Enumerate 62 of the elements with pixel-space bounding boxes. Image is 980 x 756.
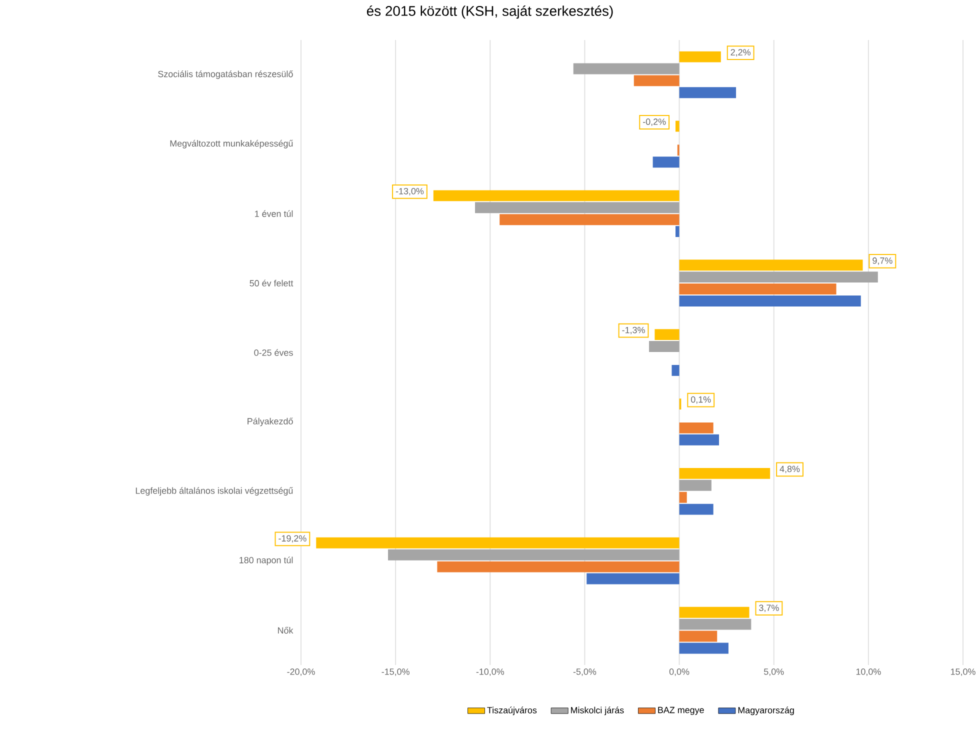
y-tick-label: 0-25 éves <box>254 349 293 356</box>
bar <box>672 364 680 376</box>
data-label: 0,1% <box>690 396 711 404</box>
bar <box>679 284 836 295</box>
legend-label: Tiszaújváros <box>487 706 537 716</box>
bar <box>679 468 770 479</box>
y-tick-label: 1 éven túl <box>255 210 293 217</box>
bar <box>679 630 718 642</box>
bar <box>679 642 728 654</box>
legend-label: Magyarország <box>738 706 794 716</box>
bar <box>679 51 721 62</box>
data-label: 9,7% <box>872 257 892 265</box>
data-label: -1,3% <box>622 326 645 334</box>
bar <box>679 606 750 618</box>
bar <box>388 549 680 560</box>
data-label: -0,2% <box>643 118 666 126</box>
bar <box>679 260 863 271</box>
bar <box>573 63 680 74</box>
bar <box>654 329 680 340</box>
data-label: 2,2% <box>730 49 750 57</box>
bar <box>316 537 680 548</box>
y-tick-label: 180 napon túl <box>240 556 293 566</box>
bar <box>679 87 736 98</box>
bar <box>475 202 680 214</box>
bar <box>679 296 861 306</box>
bar <box>679 618 752 630</box>
bar <box>652 156 680 168</box>
x-tick-label: -15,0% <box>382 668 410 676</box>
y-tick-label: Nők <box>278 626 294 634</box>
bar <box>679 272 878 283</box>
bar <box>649 341 680 352</box>
x-tick-label: -20,0% <box>287 668 315 676</box>
chart-title: és 2015 között (KSH, saját szerkesztés) <box>366 6 613 19</box>
bar <box>679 434 720 446</box>
bar <box>679 504 714 515</box>
data-label: -13,0% <box>396 188 424 196</box>
legend-label: BAZ megye <box>658 706 704 715</box>
y-tick-label: Pályakezdő <box>248 418 293 426</box>
x-tick-label: 0,0% <box>669 668 690 676</box>
data-label: 3,7% <box>759 604 779 612</box>
x-tick-label: 10,0% <box>856 668 881 676</box>
y-tick-label: Megváltozott munkaképességű <box>170 140 293 148</box>
bar <box>679 480 712 491</box>
x-tick-label: 5,0% <box>764 668 784 676</box>
bar <box>500 214 680 226</box>
bar <box>679 492 687 503</box>
y-tick-label: Legfeljebb általános iskolai végzettségű <box>136 487 293 496</box>
data-label: 4,8% <box>780 466 800 474</box>
x-tick-label: 15,0% <box>950 668 976 676</box>
legend-label: Miskolci járás <box>571 706 624 716</box>
data-label: -19,2% <box>278 535 306 543</box>
bar <box>433 190 680 202</box>
x-tick-label: -5,0% <box>573 668 596 676</box>
bar <box>679 422 714 434</box>
bar <box>586 573 680 584</box>
bar <box>676 226 680 238</box>
bar <box>634 75 680 86</box>
bar <box>437 561 680 572</box>
x-tick-label: -10,0% <box>476 668 504 676</box>
bar <box>676 120 680 132</box>
y-tick-label: Szociális támogatásban részesülő <box>158 70 293 79</box>
y-tick-label: 50 év felett <box>250 280 294 286</box>
